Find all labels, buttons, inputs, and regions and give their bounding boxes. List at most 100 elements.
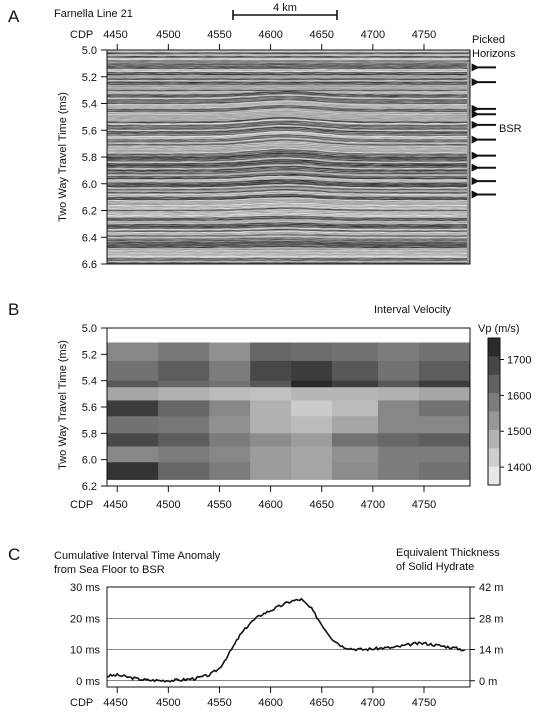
cdp-b-tick-label: 4650	[309, 499, 333, 511]
velocity-cell	[418, 360, 470, 382]
velocity-cell	[209, 360, 251, 382]
panel-a-cdp-prefix: CDP	[70, 29, 93, 41]
colorbar-swatch	[488, 338, 500, 357]
bsr-label: BSR	[499, 123, 522, 135]
velocity-cell	[418, 462, 470, 480]
time-b-tick-label: 5.6	[82, 402, 97, 414]
velocity-cell	[418, 342, 470, 362]
velocity-cell	[250, 446, 292, 463]
velocity-cell	[377, 387, 420, 401]
panel-a: A Farnella Line 21 4 km CDP 4450 4500 4550…	[8, 2, 522, 271]
velocity-cell	[209, 462, 251, 480]
panel-b-cdp-ticks: 4450 4500 4550 4600 4650 4700 4750	[103, 486, 436, 511]
colorbar-tick-label: 1400	[507, 462, 531, 474]
colorbar-ticks: 1700 1600 1500 1400	[500, 355, 531, 474]
velocity-cell	[107, 387, 159, 401]
time-a-tick-label: 6.4	[82, 232, 97, 244]
panel-a-ylabel: Two Way Travel Time (ms)	[57, 92, 69, 222]
cdp-b-tick-label: 4600	[258, 499, 282, 511]
velocity-cell	[291, 446, 333, 463]
velocity-cell	[418, 400, 470, 417]
scale-bar-label: 4 km	[273, 2, 297, 14]
panel-b-y-ticks: 5.0 5.2 5.4 5.6 5.8 6.0 6.2	[82, 323, 107, 493]
panel-c-left-title-1: Cumulative Interval Time Anomaly	[54, 550, 221, 562]
velocity-cell	[250, 360, 292, 382]
velocity-cell	[209, 342, 251, 362]
panel-c-cdp-ticks: 4450 4500 4550 4600 4650 4700 4750	[103, 687, 436, 709]
velocity-cell	[331, 416, 379, 434]
velocity-cell	[250, 400, 292, 417]
time-a-tick-label: 6.0	[82, 179, 97, 191]
cdp-a-tick-label: 4550	[207, 29, 231, 41]
velocity-cell	[209, 446, 251, 463]
panel-a-letter: A	[8, 7, 20, 26]
cdp-b-tick-label: 4550	[207, 499, 231, 511]
panel-c-gridlines	[107, 586, 470, 682]
velocity-cell	[209, 433, 251, 447]
cdp-c-tick-label: 4500	[156, 697, 180, 709]
velocity-cell	[209, 380, 251, 388]
cdp-b-tick-label: 4500	[156, 499, 180, 511]
colorbar-tick-label: 1700	[507, 355, 531, 367]
colorbar-tick-label: 1600	[507, 390, 531, 402]
velocity-cell	[377, 446, 420, 463]
right-tick-label: 0 m	[479, 676, 497, 688]
colorbar-swatch	[488, 466, 500, 486]
velocity-cell	[107, 416, 159, 434]
time-b-tick-label: 5.8	[82, 428, 97, 440]
left-tick-label: 0 ms	[76, 676, 100, 688]
time-a-tick-label: 5.6	[82, 125, 97, 137]
time-a-tick-label: 6.2	[82, 206, 97, 218]
velocity-cell	[107, 380, 159, 388]
colorbar-tick-label: 1500	[507, 426, 531, 438]
panel-a-title: Farnella Line 21	[54, 8, 133, 20]
velocity-cell	[418, 380, 470, 388]
cdp-a-tick-label: 4650	[309, 29, 333, 41]
velocity-cell	[291, 380, 333, 388]
velocity-cell	[158, 462, 210, 480]
velocity-cell	[377, 433, 420, 447]
colorbar-title: Vp (m/s)	[478, 323, 520, 335]
panel-c-letter: C	[8, 545, 20, 564]
time-a-tick-label: 5.8	[82, 152, 97, 164]
velocity-cell	[377, 400, 420, 417]
velocity-cell	[209, 416, 251, 434]
cdp-b-tick-label: 4750	[412, 499, 436, 511]
panel-c-right-title-1: Equivalent Thickness	[396, 547, 500, 559]
velocity-cell	[418, 416, 470, 434]
right-tick-label: 42 m	[479, 582, 503, 594]
velocity-heatmap	[107, 342, 470, 480]
left-tick-label: 30 ms	[70, 582, 100, 594]
right-tick-label: 28 m	[479, 613, 503, 625]
scale-bar: 4 km	[232, 2, 338, 20]
velocity-cell	[158, 380, 210, 388]
time-a-tick-label: 5.0	[82, 45, 97, 57]
velocity-cell	[377, 416, 420, 434]
velocity-cell	[158, 433, 210, 447]
colorbar-swatch	[488, 393, 500, 412]
cdp-a-tick-label: 4750	[412, 29, 436, 41]
seismic-section	[107, 50, 470, 264]
velocity-cell	[418, 446, 470, 463]
velocity-cell	[158, 387, 210, 401]
velocity-cell	[209, 387, 251, 401]
velocity-cell	[418, 433, 470, 447]
velocity-cell	[291, 462, 333, 480]
velocity-cell	[331, 400, 379, 417]
velocity-cell	[291, 387, 333, 401]
velocity-cell	[331, 446, 379, 463]
velocity-cell	[158, 416, 210, 434]
colorbar-swatch	[488, 429, 500, 449]
velocity-cell	[418, 387, 470, 401]
time-b-tick-label: 5.0	[82, 323, 97, 335]
cdp-c-tick-label: 4550	[207, 697, 231, 709]
cdp-a-tick-label: 4500	[156, 29, 180, 41]
panel-b: B Interval Velocity Vp (m/s) CDP 4450 450…	[8, 300, 531, 511]
cdp-c-tick-label: 4700	[361, 697, 385, 709]
cdp-c-tick-label: 4600	[258, 697, 282, 709]
cdp-a-tick-label: 4450	[103, 29, 127, 41]
velocity-cell	[291, 342, 333, 362]
velocity-cell	[377, 342, 420, 362]
velocity-cell	[250, 380, 292, 388]
velocity-cell	[331, 462, 379, 480]
